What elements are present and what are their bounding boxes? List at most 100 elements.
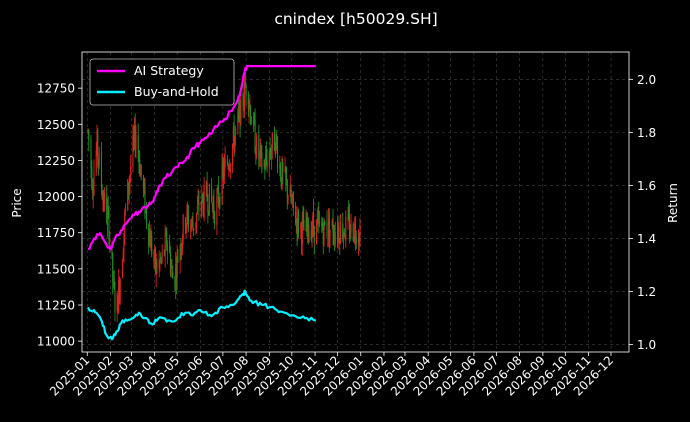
candle-body <box>103 195 105 206</box>
candle-body <box>107 206 109 211</box>
y-tick-label: 12250 <box>37 154 75 168</box>
candle-body <box>181 244 183 256</box>
candle-body <box>324 221 326 226</box>
candle-body <box>171 265 173 268</box>
y-axis-label-left: Price <box>10 188 24 217</box>
candle-body <box>289 187 291 197</box>
candle-body <box>97 130 99 158</box>
candle-body <box>217 186 219 204</box>
candle-body <box>181 240 183 249</box>
candle-body <box>250 123 252 125</box>
candle-body <box>113 281 115 287</box>
y-tick-label: 12750 <box>37 82 75 96</box>
candle-body <box>281 162 283 189</box>
candle-body <box>203 184 205 219</box>
candle-body <box>302 215 304 218</box>
candle-body <box>334 232 336 244</box>
candle-body <box>342 233 345 243</box>
candle-body <box>124 206 127 212</box>
candle-body <box>238 111 240 113</box>
candle-body <box>328 214 330 241</box>
candle-body <box>98 152 100 166</box>
y-tick-label: 12000 <box>37 190 75 204</box>
candle-body <box>166 244 168 252</box>
candle-body <box>177 256 179 263</box>
candle-body <box>221 163 223 203</box>
candle-body <box>187 206 189 215</box>
candle-body <box>264 166 266 171</box>
candle-body <box>174 277 176 288</box>
candle-body <box>285 166 287 181</box>
candle-body <box>116 293 118 311</box>
candle-body <box>311 230 313 236</box>
candle-body <box>327 218 330 240</box>
grid <box>82 52 629 352</box>
candle-body <box>290 188 292 202</box>
candle-body <box>200 205 202 209</box>
candle-body <box>191 218 193 222</box>
candle-body <box>97 158 100 164</box>
candle-body <box>211 203 213 207</box>
candle-body <box>92 190 94 196</box>
candle-body <box>184 218 186 230</box>
candle-body <box>190 225 192 229</box>
candle-body <box>306 222 308 229</box>
candle-body <box>214 212 216 226</box>
candle-body <box>90 138 92 169</box>
candle-body <box>185 224 187 233</box>
candle-body <box>137 134 139 153</box>
series-lines <box>87 65 317 341</box>
candle-body <box>112 253 114 282</box>
candle-body <box>277 145 279 167</box>
candle-body <box>109 239 111 244</box>
candle-body <box>124 213 126 234</box>
candle-body <box>143 185 145 190</box>
candle-body <box>291 200 293 202</box>
candle-body <box>219 197 221 206</box>
candle-body <box>310 229 312 240</box>
candle-body <box>212 204 214 211</box>
candle-body <box>139 159 141 175</box>
candle-body <box>295 218 297 223</box>
candle-body <box>280 166 282 179</box>
candle-body <box>354 223 356 238</box>
candle-body <box>135 134 137 149</box>
candle-body <box>352 223 354 241</box>
legend-label-ai-strategy: AI Strategy <box>134 63 204 78</box>
candle-body <box>195 222 197 229</box>
candle-body <box>197 200 199 203</box>
y-tick-label: 12500 <box>37 118 75 132</box>
candle-body <box>305 218 307 231</box>
candle-body <box>93 171 95 194</box>
candle-body <box>307 218 309 238</box>
candle-body <box>218 200 220 205</box>
candle-body <box>296 219 298 234</box>
candle-body <box>106 195 108 224</box>
candle-body <box>248 105 250 113</box>
candle-body <box>244 81 246 88</box>
candle-body <box>244 80 246 108</box>
candle-body <box>196 206 198 214</box>
candle-body <box>240 94 242 126</box>
candle-body <box>235 128 237 136</box>
candle-body <box>151 235 153 255</box>
candle-body <box>242 91 244 107</box>
candle-body <box>150 235 152 251</box>
candle-body <box>270 153 272 158</box>
candle-body <box>271 150 273 158</box>
candle-body <box>357 238 360 244</box>
candle-body <box>208 183 210 216</box>
y2-tick-label: 1.0 <box>637 338 656 352</box>
candle-body <box>271 132 273 149</box>
candle-body <box>156 262 158 272</box>
candle-body <box>297 211 299 231</box>
candle-body <box>250 106 252 124</box>
candle-body <box>280 177 282 187</box>
candle-body <box>300 225 303 244</box>
candle-body <box>179 247 181 262</box>
candle-body <box>355 237 357 245</box>
candle-body <box>336 228 339 239</box>
candle-body <box>323 218 325 241</box>
candle-body <box>265 151 267 161</box>
candle-body <box>342 223 344 239</box>
